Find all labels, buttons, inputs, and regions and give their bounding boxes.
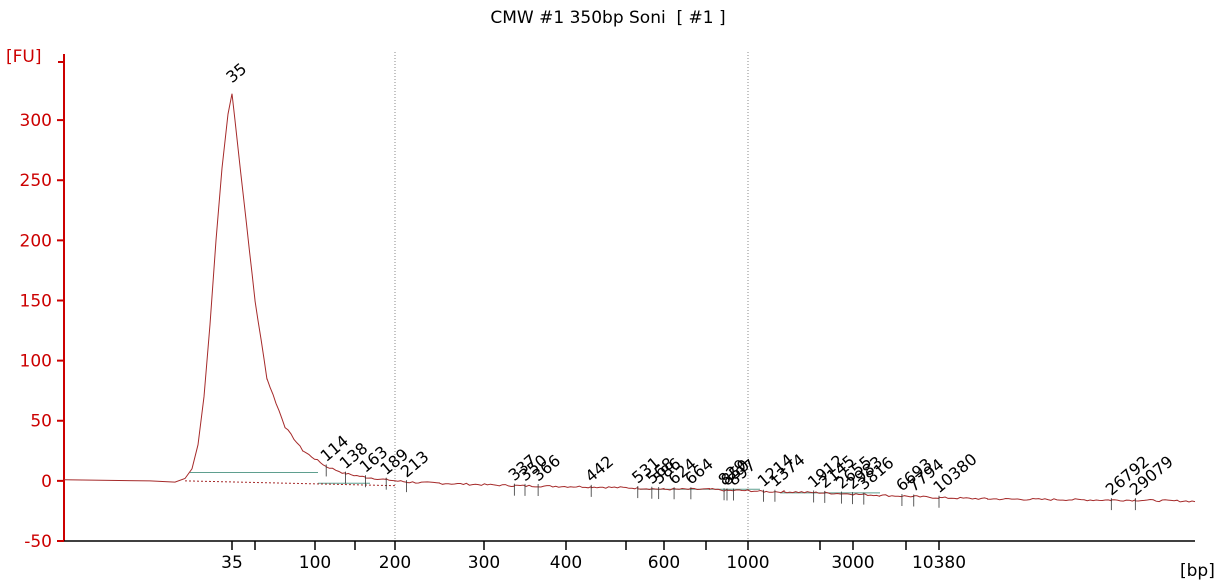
y-tick-label: 50 (30, 412, 52, 432)
y-tick-label: 250 (20, 171, 52, 191)
peak-label-442: 442 (582, 452, 618, 486)
peak-markers (325, 464, 1136, 511)
y-tick-label: 0 (41, 472, 52, 492)
fitted-baseline (184, 480, 396, 487)
y-tick-label: 300 (20, 111, 52, 131)
x-tick-label: 400 (550, 553, 582, 573)
axes: -50 0 50 100 150 200 250 300 35 100 200 300 400 600 10… (20, 54, 1195, 573)
chart-title: CMW #1 350bp Soni [ #1 ] (490, 8, 726, 28)
y-tick-label: 100 (20, 352, 52, 372)
gridlines (394, 52, 749, 541)
x-axis-label: [bp] (1180, 561, 1215, 581)
y-axis-label: [FU] (6, 47, 42, 67)
trace-layer (63, 93, 1196, 503)
y-tick-label: 150 (20, 291, 52, 311)
signal-trace (63, 93, 1196, 503)
x-tick-label: 10380 (912, 553, 966, 573)
y-tick-label: 200 (20, 231, 52, 251)
x-tick-label: 100 (299, 553, 331, 573)
y-tick-label: -50 (24, 532, 52, 552)
x-tick-label: 200 (379, 553, 411, 573)
x-tick-label: 300 (468, 553, 500, 573)
x-tick-label: 1000 (726, 553, 769, 573)
x-tick-label: 600 (648, 553, 680, 573)
x-tick-label: 35 (221, 553, 243, 573)
peak-label-35: 35 (222, 59, 250, 87)
x-tick-label: 3000 (831, 553, 874, 573)
